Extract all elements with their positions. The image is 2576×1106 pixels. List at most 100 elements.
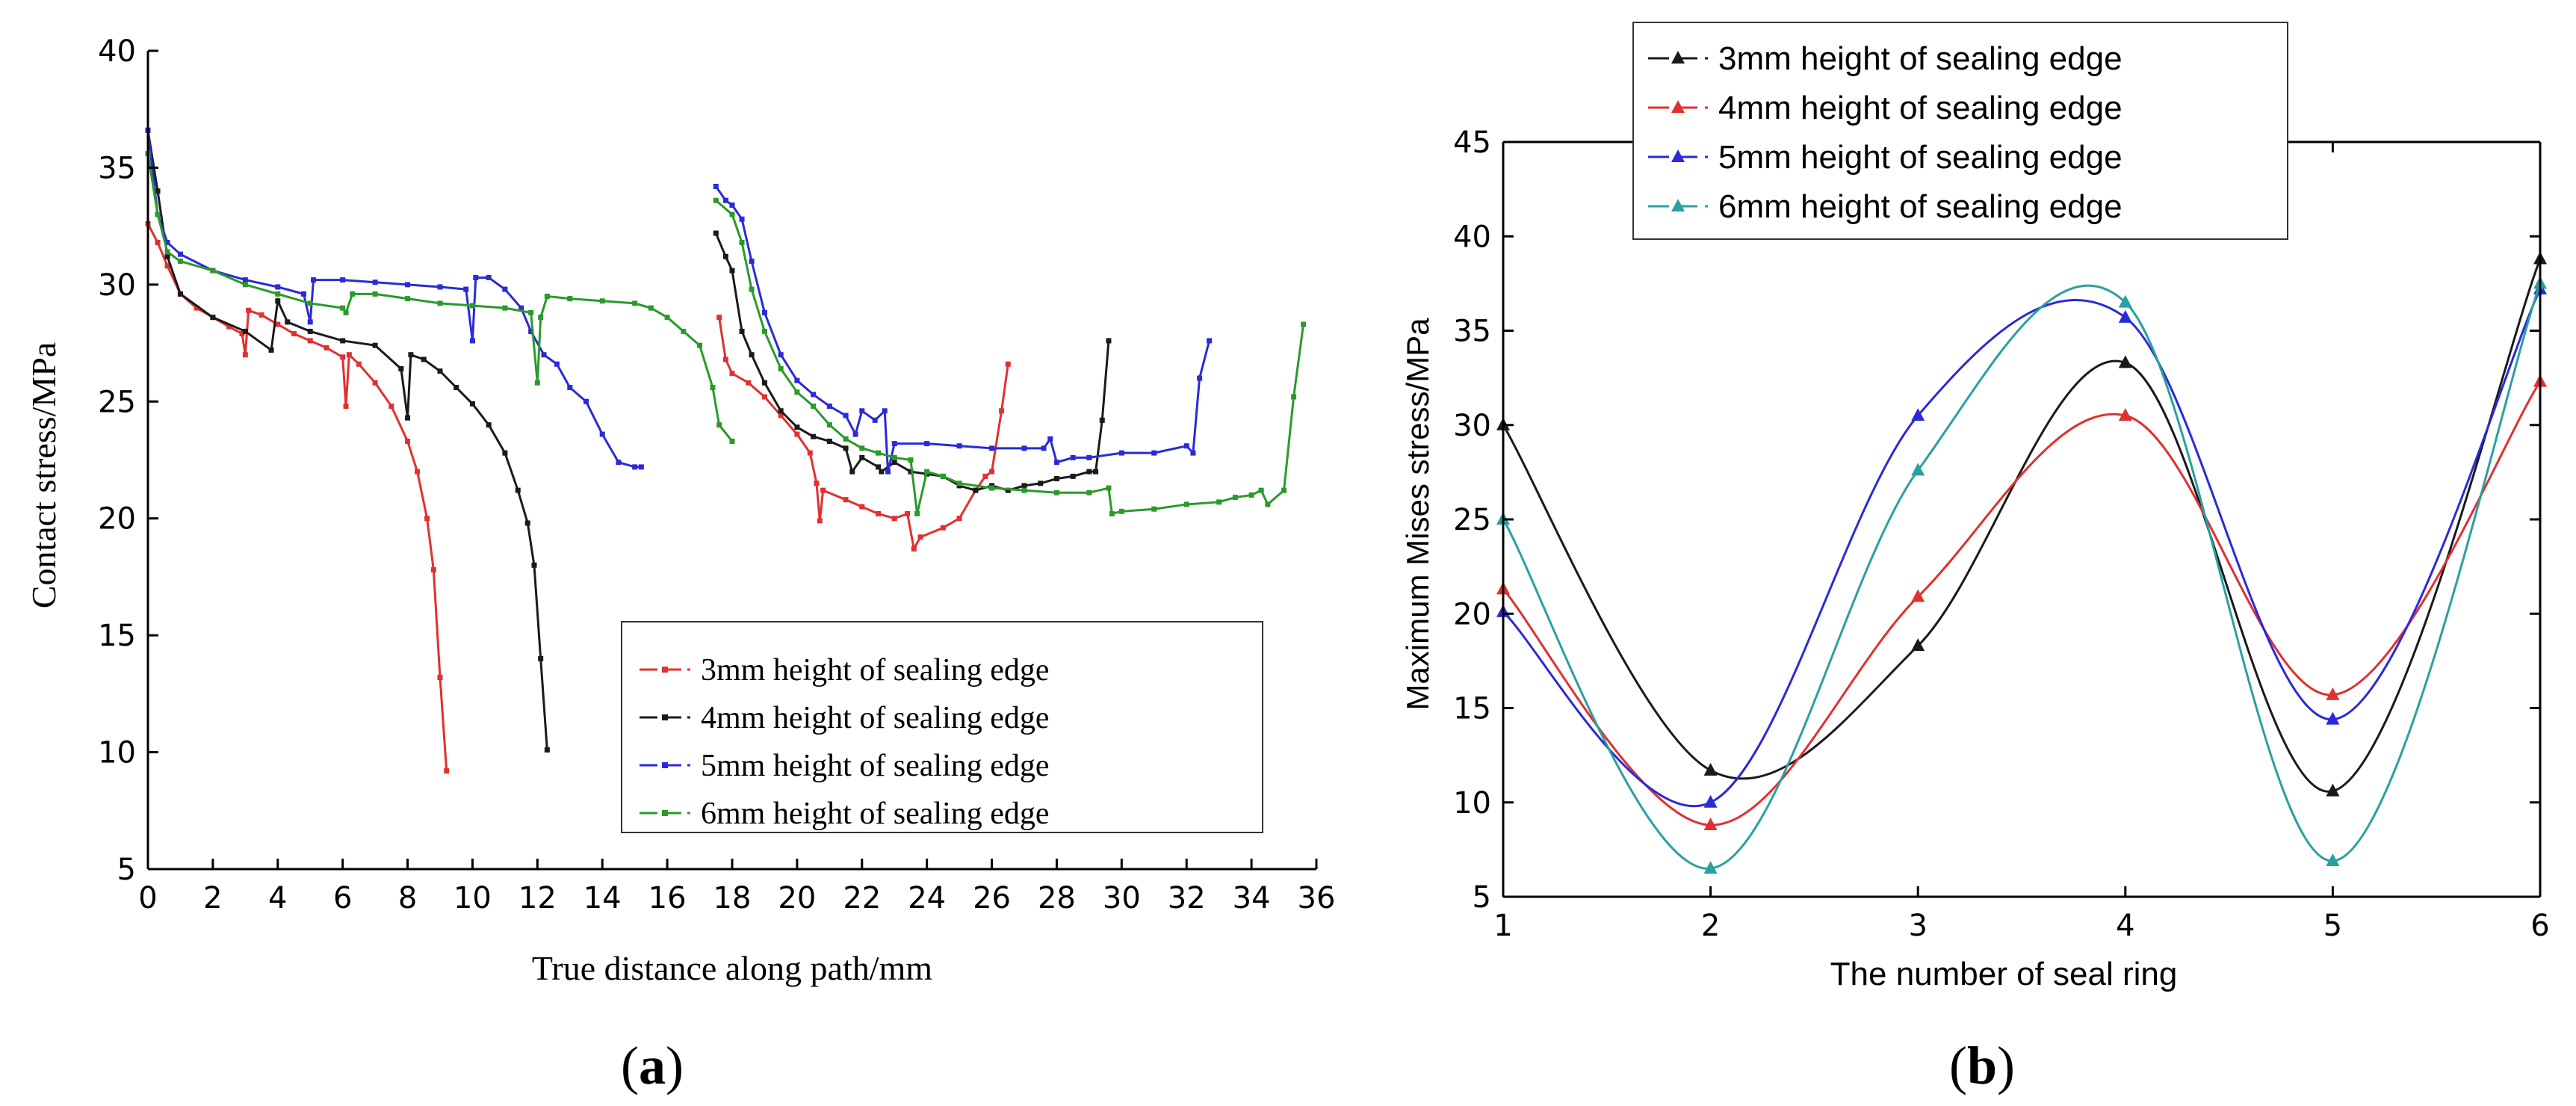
- chart-a-xtick-label: 30: [1103, 881, 1141, 915]
- chart-b-series-1-point: [2118, 408, 2132, 421]
- chart-a-series-0-point: [716, 315, 722, 321]
- chart-a-series-2-point: [518, 305, 524, 311]
- chart-a-series-3-point: [1281, 487, 1287, 493]
- chart-a-series-3-point: [372, 291, 378, 297]
- chart-a-series-2-point: [473, 274, 479, 280]
- chart-a-series-1-point: [453, 385, 459, 391]
- chart-a-series-1-point: [1021, 483, 1027, 489]
- chart-a-series-1-point: [437, 368, 443, 374]
- chart-a-series-3-point: [155, 211, 161, 217]
- chart-a-series-1-point: [544, 747, 550, 753]
- chart-a-series-2-point: [307, 319, 313, 325]
- chart-a-ytick-label: 5: [117, 853, 136, 887]
- chart-a-series-0-point: [761, 394, 767, 400]
- chart-a-ytick-label: 35: [98, 151, 136, 185]
- chart-a-series-3-point: [528, 309, 534, 315]
- chart-a-xtick-label: 34: [1233, 881, 1271, 915]
- chart-b-series-3-point: [1911, 463, 1925, 476]
- chart-a-series-1-point: [275, 298, 281, 304]
- chart-a-ytick-label: 20: [98, 502, 136, 537]
- chart-a-series-2-point: [463, 286, 469, 292]
- chart-a-xtick-label: 4: [268, 881, 287, 915]
- chart-a-series-0-point: [372, 380, 378, 386]
- chart-a-series-3-point: [749, 286, 755, 292]
- chart-a-series-3-point: [716, 422, 722, 428]
- chart-a-series-3-point: [502, 305, 508, 311]
- chart-a-series-2-point: [554, 361, 560, 367]
- chart-b-series-1-point: [1911, 589, 1925, 602]
- chart-a-series-1-point: [713, 230, 719, 236]
- chart-a-series-1-point: [1005, 487, 1011, 493]
- chart-a-series-3-line: [715, 200, 1305, 516]
- chart-a-xtick-label: 6: [333, 881, 352, 915]
- chart-a-series-0-point: [817, 518, 823, 524]
- chart-a-series-0-point: [437, 674, 443, 680]
- chart-a-series-0-point: [346, 352, 352, 358]
- chart-a-series-0-point: [430, 567, 436, 573]
- chart-a-series-3-point: [826, 422, 832, 428]
- chart-a-series-3-point: [177, 259, 183, 265]
- chart-b-series-0-point: [2326, 783, 2340, 797]
- chart-a: 0 2 4 6 8 10 12 14 16 18 20 22 24 26 28 30 32 34 365101520…: [25, 34, 1335, 1096]
- chart-a-series-1-point: [268, 347, 274, 353]
- chart-a-series-3-point: [1086, 489, 1092, 495]
- chart-a-series-3-point: [632, 300, 638, 306]
- chart-a-series-3-point: [940, 473, 946, 479]
- chart-a-series-2-point: [826, 404, 832, 410]
- chart-a-series-3-point: [778, 365, 784, 371]
- chart-a-series-2-point: [882, 408, 888, 414]
- chart-a-series-0-point: [911, 546, 917, 552]
- chart-a-legend-marker-3: [662, 810, 668, 816]
- chart-a-series-3-point: [1053, 489, 1059, 495]
- chart-a-series-0-point: [876, 510, 881, 516]
- chart-a-series-layer: [145, 127, 1307, 774]
- chart-a-series-3-point: [956, 481, 962, 486]
- chart-b-xtick-label: 6: [2530, 909, 2549, 943]
- chart-b-xtick-label: 3: [1908, 909, 1927, 943]
- chart-a-ytick-label: 10: [98, 736, 136, 770]
- chart-b-legend-label-1: 4mm height of sealing edge: [1718, 90, 2123, 126]
- chart-a-xtick-label: 16: [648, 881, 687, 915]
- chart-a-series-2-point: [405, 282, 411, 288]
- chart-a-series-3-point: [908, 457, 914, 463]
- chart-a-legend-box: [621, 621, 1263, 833]
- chart-a-series-2-point: [778, 352, 784, 358]
- chart-b-ytick-label: 35: [1453, 315, 1491, 349]
- chart-a-series-3-point: [534, 380, 540, 386]
- chart-a-series-1-point: [210, 315, 216, 321]
- chart-a-ytick-label: 25: [98, 385, 136, 419]
- chart-a-series-0-point: [940, 525, 946, 531]
- chart-a-series-1-point: [1093, 469, 1099, 475]
- chart-b-legend-marker-3: [1671, 199, 1685, 211]
- chart-a-series-1-point: [372, 342, 378, 348]
- chart-a-series-1-point: [340, 338, 346, 344]
- chart-a-series-3-point: [648, 305, 654, 311]
- chart-a-legend-label-3: 6mm height of sealing edge: [701, 797, 1050, 831]
- chart-a-series-3-point: [1291, 394, 1297, 400]
- chart-a-series-0-point: [722, 356, 728, 362]
- chart-a-series-3-point: [405, 296, 411, 302]
- chart-a-series-0-point: [746, 380, 752, 386]
- chart-a-series-3-point: [1118, 508, 1124, 514]
- chart-a-series-3-point: [1258, 487, 1264, 493]
- chart-a-series-2-point: [891, 441, 897, 447]
- chart-a-series-0-point: [291, 331, 297, 337]
- chart-a-series-0-point: [246, 307, 252, 313]
- chart-b-series-1-line: [1502, 380, 2542, 827]
- chart-b-legend-marker-2: [1671, 149, 1685, 162]
- chart-b-series-0-point: [1911, 638, 1925, 652]
- chart-a-series-3-point: [664, 315, 670, 321]
- chart-a-series-3-point: [739, 240, 745, 246]
- chart-a-series-2-point: [989, 445, 995, 451]
- chart-a-series-0-point: [388, 404, 394, 410]
- chart-a-series-3-point: [469, 303, 475, 309]
- chart-b-series-3-point: [1703, 861, 1718, 874]
- chart-a-series-3-point: [843, 436, 849, 442]
- chart-a-panel-label: (a): [621, 1036, 684, 1096]
- chart-a-xlabel: True distance along path/mm: [532, 949, 932, 987]
- chart-a-series-1-point: [729, 268, 735, 274]
- chart-a-series-3-point: [729, 438, 735, 444]
- chart-a-series-2-point: [761, 309, 767, 315]
- chart-a-series-2-point: [528, 328, 534, 334]
